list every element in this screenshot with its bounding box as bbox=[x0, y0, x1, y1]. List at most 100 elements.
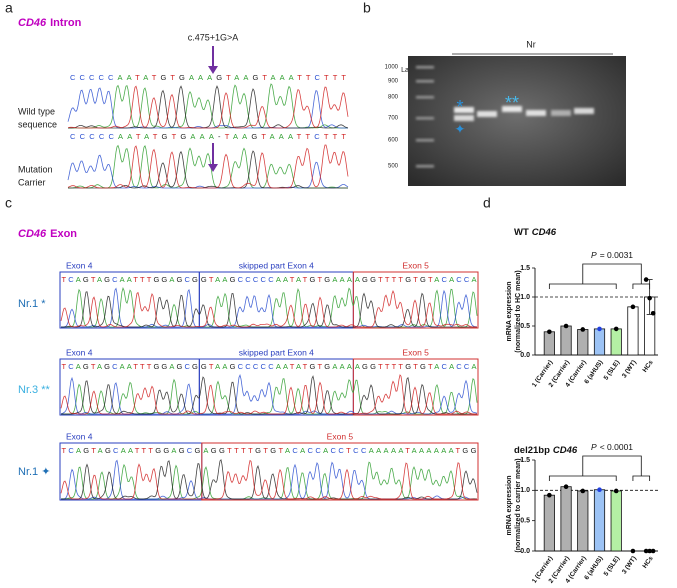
y-tick-label: 0.5 bbox=[520, 323, 530, 330]
base: T bbox=[91, 362, 96, 371]
base: G bbox=[201, 275, 207, 284]
base: T bbox=[248, 446, 253, 455]
base: G bbox=[179, 73, 185, 82]
base: C bbox=[268, 275, 274, 284]
bar bbox=[577, 329, 589, 356]
base: A bbox=[471, 362, 476, 371]
data-point bbox=[650, 548, 656, 554]
base: T bbox=[135, 73, 140, 82]
base: C bbox=[99, 132, 105, 141]
band-marker: ** bbox=[505, 93, 519, 113]
base: C bbox=[338, 446, 344, 455]
base: T bbox=[290, 275, 295, 284]
base: T bbox=[392, 275, 397, 284]
base: C bbox=[253, 362, 259, 371]
gel bbox=[408, 56, 626, 186]
base: C bbox=[89, 132, 95, 141]
base: C bbox=[80, 73, 86, 82]
base: A bbox=[190, 132, 195, 141]
base: T bbox=[226, 73, 231, 82]
base: G bbox=[176, 275, 182, 284]
base: A bbox=[144, 132, 149, 141]
base: C bbox=[70, 132, 76, 141]
base: A bbox=[412, 446, 417, 455]
base: T bbox=[305, 132, 310, 141]
ladder-size: 1000 bbox=[385, 65, 399, 71]
base: C bbox=[456, 362, 462, 371]
bar bbox=[577, 490, 589, 552]
title-prefix: WT bbox=[514, 227, 529, 238]
base: A bbox=[355, 362, 360, 371]
base: G bbox=[324, 275, 330, 284]
data-point bbox=[547, 329, 552, 335]
bar bbox=[593, 489, 606, 552]
base: T bbox=[324, 132, 329, 141]
base: T bbox=[262, 73, 267, 82]
base: T bbox=[306, 73, 311, 82]
trace-g bbox=[68, 150, 348, 189]
gel-band bbox=[502, 106, 522, 112]
base: T bbox=[297, 73, 302, 82]
base: T bbox=[62, 275, 67, 284]
x-tick-label: 5 (SLE) bbox=[603, 359, 622, 381]
base: G bbox=[153, 362, 159, 371]
base: A bbox=[200, 132, 205, 141]
base: A bbox=[434, 446, 439, 455]
base: A bbox=[97, 275, 102, 284]
arrow-head bbox=[208, 164, 218, 172]
base: A bbox=[243, 73, 248, 82]
y-tick-label: 0.0 bbox=[520, 352, 530, 359]
base: C bbox=[441, 275, 447, 284]
base: A bbox=[279, 132, 284, 141]
base: T bbox=[209, 275, 214, 284]
base: A bbox=[419, 446, 424, 455]
trace-g bbox=[61, 291, 477, 328]
title-rest: Intron bbox=[50, 17, 81, 29]
base: C bbox=[441, 362, 447, 371]
bar bbox=[560, 325, 572, 356]
base: C bbox=[238, 275, 244, 284]
base: - bbox=[218, 132, 221, 141]
ladder-size: 800 bbox=[388, 95, 399, 101]
base: C bbox=[314, 132, 320, 141]
base: C bbox=[238, 362, 244, 371]
base: A bbox=[283, 275, 288, 284]
base: A bbox=[449, 446, 454, 455]
base: G bbox=[192, 362, 198, 371]
base: C bbox=[184, 362, 190, 371]
base: C bbox=[464, 362, 470, 371]
base: A bbox=[347, 362, 352, 371]
data-point bbox=[647, 548, 652, 554]
data-point bbox=[613, 326, 619, 332]
base: A bbox=[98, 446, 103, 455]
base: A bbox=[198, 73, 203, 82]
base: A bbox=[340, 362, 345, 371]
base: G bbox=[370, 275, 376, 284]
data-point bbox=[547, 492, 552, 498]
base: C bbox=[245, 362, 251, 371]
base: G bbox=[160, 73, 166, 82]
base: C bbox=[113, 446, 119, 455]
base: A bbox=[434, 275, 439, 284]
title-prefix: del21bp bbox=[514, 445, 550, 456]
base: T bbox=[297, 132, 302, 141]
base: T bbox=[378, 275, 383, 284]
base: A bbox=[441, 446, 446, 455]
segment-box bbox=[201, 442, 479, 501]
base: T bbox=[62, 446, 67, 455]
data-point bbox=[597, 487, 602, 493]
base: A bbox=[120, 362, 125, 371]
y-tick-label: 1.0 bbox=[520, 487, 530, 494]
base: C bbox=[108, 73, 114, 82]
clone-label: Nr.1 ✦ bbox=[18, 466, 50, 478]
base: C bbox=[245, 275, 251, 284]
base: C bbox=[331, 446, 337, 455]
gel-band bbox=[454, 107, 474, 113]
base: G bbox=[362, 275, 368, 284]
base: G bbox=[362, 362, 368, 371]
base: G bbox=[370, 362, 376, 371]
base: A bbox=[340, 275, 345, 284]
y-tick-label: 1.5 bbox=[520, 265, 530, 272]
